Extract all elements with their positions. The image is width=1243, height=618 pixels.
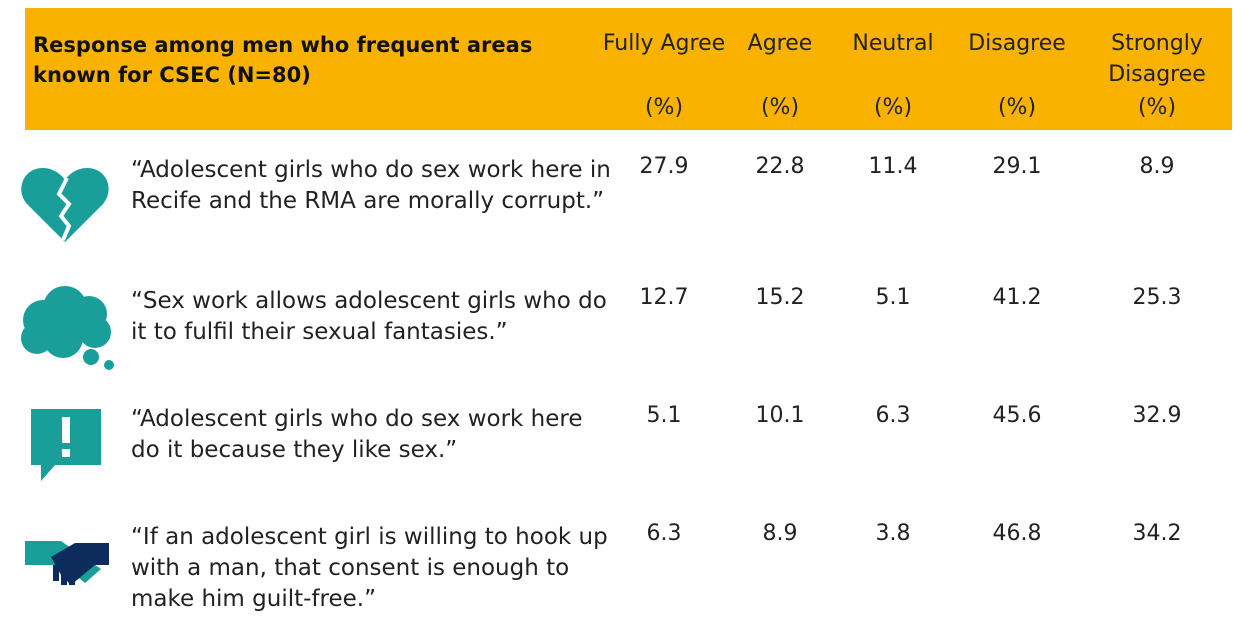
column-unit: (%): [1137, 95, 1177, 120]
column-label: Agree: [747, 31, 813, 56]
cell-value: 10.1: [755, 403, 805, 428]
alert-bubble-icon: [31, 409, 101, 481]
cell-value: 8.9: [1139, 154, 1175, 179]
cell-value: 25.3: [1132, 285, 1182, 310]
handshake-icon: [25, 541, 109, 585]
cell-value: 29.1: [992, 154, 1042, 179]
cell-value: 34.2: [1132, 521, 1182, 546]
statement: “Sex work allows adolescent girls who do…: [131, 288, 607, 345]
statement: “Adolescent girls who do sex work here i…: [131, 157, 611, 214]
cell-value: 6.3: [875, 403, 911, 428]
cell-value: 27.9: [639, 154, 689, 179]
cell-value: 41.2: [992, 285, 1042, 310]
column-unit: (%): [997, 95, 1037, 120]
cell-value: 22.8: [755, 154, 805, 179]
cell-value: 45.6: [992, 403, 1042, 428]
cell-value: 15.2: [755, 285, 805, 310]
column-unit: (%): [644, 95, 684, 120]
column-label: Fully Agree: [602, 31, 726, 56]
cell-value: 6.3: [646, 521, 682, 546]
cell-value: 3.8: [875, 521, 911, 546]
thought-cloud-icon: [21, 286, 114, 370]
cell-value: 11.4: [868, 154, 918, 179]
header-band: [25, 8, 1232, 130]
cell-value: 32.9: [1132, 403, 1182, 428]
column-label: Disagree: [968, 31, 1066, 56]
column-unit: (%): [873, 95, 913, 120]
cell-value: 8.9: [762, 521, 798, 546]
column-label: Neutral: [852, 31, 934, 56]
statement: “If an adolescent girl is willing to hoo…: [131, 524, 608, 612]
cell-value: 5.1: [875, 285, 911, 310]
statement: “Adolescent girls who do sex work here d…: [131, 406, 583, 463]
column-unit: (%): [760, 95, 800, 120]
header-title: Response among men who frequent areas kn…: [33, 33, 533, 87]
cell-value: 46.8: [992, 521, 1042, 546]
column-label: Strongly Disagree: [1108, 31, 1206, 87]
cell-value: 5.1: [646, 403, 682, 428]
cell-value: 12.7: [639, 285, 689, 310]
broken-heart-icon: [21, 168, 109, 242]
